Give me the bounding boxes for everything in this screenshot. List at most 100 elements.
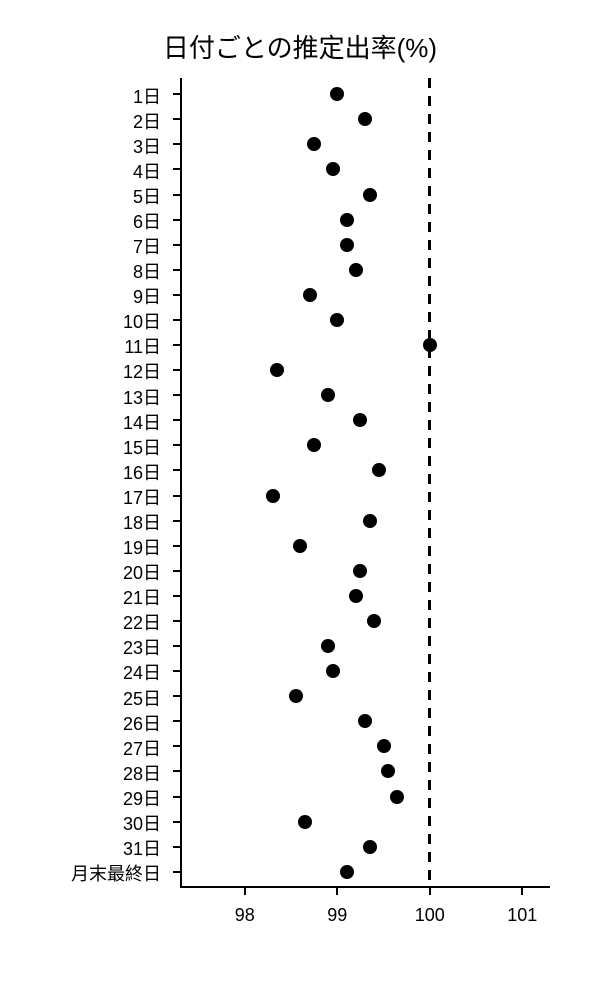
y-tick — [173, 294, 180, 296]
data-point — [358, 714, 372, 728]
y-tick-label: 3日 — [21, 133, 161, 159]
data-point — [330, 87, 344, 101]
y-tick — [173, 620, 180, 622]
y-tick-label: 12日 — [21, 358, 161, 384]
data-point — [353, 564, 367, 578]
y-tick-label: 23日 — [21, 634, 161, 660]
data-point — [367, 614, 381, 628]
data-point — [293, 539, 307, 553]
plot-area: 1日2日3日4日5日6日7日8日9日10日11日12日13日14日15日16日1… — [180, 78, 550, 888]
y-tick-label: 27日 — [21, 735, 161, 761]
y-tick — [173, 871, 180, 873]
y-tick-label: 20日 — [21, 559, 161, 585]
y-tick — [173, 394, 180, 396]
data-point — [340, 213, 354, 227]
y-tick — [173, 745, 180, 747]
y-tick-label: 28日 — [21, 760, 161, 786]
y-tick — [173, 444, 180, 446]
data-point — [298, 815, 312, 829]
data-point — [358, 112, 372, 126]
y-tick — [173, 595, 180, 597]
data-point — [270, 363, 284, 377]
x-tick-label: 101 — [507, 905, 537, 926]
y-tick-label: 31日 — [21, 835, 161, 861]
y-tick — [173, 570, 180, 572]
data-point — [307, 438, 321, 452]
y-tick — [173, 194, 180, 196]
data-point — [340, 238, 354, 252]
data-point — [330, 313, 344, 327]
data-point — [266, 489, 280, 503]
y-tick — [173, 319, 180, 321]
x-tick — [521, 888, 523, 895]
data-point — [363, 188, 377, 202]
y-axis-line — [180, 78, 182, 888]
y-tick — [173, 143, 180, 145]
y-tick-label: 月末最終日 — [21, 860, 161, 886]
y-tick-label: 18日 — [21, 509, 161, 535]
y-tick — [173, 118, 180, 120]
y-tick — [173, 269, 180, 271]
data-point — [363, 514, 377, 528]
y-tick — [173, 419, 180, 421]
y-tick — [173, 846, 180, 848]
y-tick-label: 21日 — [21, 584, 161, 610]
data-point — [326, 162, 340, 176]
y-tick — [173, 168, 180, 170]
y-tick — [173, 93, 180, 95]
y-tick — [173, 821, 180, 823]
y-tick-label: 26日 — [21, 710, 161, 736]
y-tick-label: 25日 — [21, 685, 161, 711]
x-tick-label: 99 — [327, 905, 347, 926]
x-tick — [244, 888, 246, 895]
data-point — [321, 639, 335, 653]
data-point — [423, 338, 437, 352]
data-point — [303, 288, 317, 302]
y-tick — [173, 219, 180, 221]
y-tick-label: 11日 — [21, 333, 161, 359]
chart-container: 日付ごとの推定出率(%) 1日2日3日4日5日6日7日8日9日10日11日12日… — [0, 0, 600, 1000]
y-tick-label: 1日 — [21, 83, 161, 109]
x-axis-line — [180, 886, 550, 888]
y-tick — [173, 645, 180, 647]
data-point — [340, 865, 354, 879]
y-tick — [173, 469, 180, 471]
data-point — [321, 388, 335, 402]
y-tick-label: 13日 — [21, 384, 161, 410]
data-point — [307, 137, 321, 151]
y-tick — [173, 796, 180, 798]
data-point — [353, 413, 367, 427]
y-tick — [173, 670, 180, 672]
data-point — [372, 463, 386, 477]
y-tick-label: 14日 — [21, 409, 161, 435]
y-tick-label: 5日 — [21, 183, 161, 209]
data-point — [381, 764, 395, 778]
y-tick — [173, 344, 180, 346]
y-tick-label: 19日 — [21, 534, 161, 560]
chart-title: 日付ごとの推定出率(%) — [0, 28, 600, 65]
data-point — [289, 689, 303, 703]
data-point — [390, 790, 404, 804]
data-point — [349, 263, 363, 277]
data-point — [326, 664, 340, 678]
y-tick-label: 10日 — [21, 308, 161, 334]
y-tick — [173, 244, 180, 246]
y-tick-label: 22日 — [21, 609, 161, 635]
y-tick-label: 2日 — [21, 108, 161, 134]
y-tick — [173, 495, 180, 497]
y-tick-label: 30日 — [21, 810, 161, 836]
y-tick-label: 8日 — [21, 258, 161, 284]
y-tick-label: 15日 — [21, 434, 161, 460]
y-tick — [173, 695, 180, 697]
y-tick-label: 7日 — [21, 233, 161, 259]
x-tick-label: 98 — [235, 905, 255, 926]
y-tick-label: 4日 — [21, 158, 161, 184]
data-point — [363, 840, 377, 854]
y-tick — [173, 545, 180, 547]
data-point — [349, 589, 363, 603]
y-tick-label: 24日 — [21, 659, 161, 685]
y-tick-label: 6日 — [21, 208, 161, 234]
y-tick-label: 29日 — [21, 785, 161, 811]
y-tick — [173, 520, 180, 522]
y-tick — [173, 369, 180, 371]
